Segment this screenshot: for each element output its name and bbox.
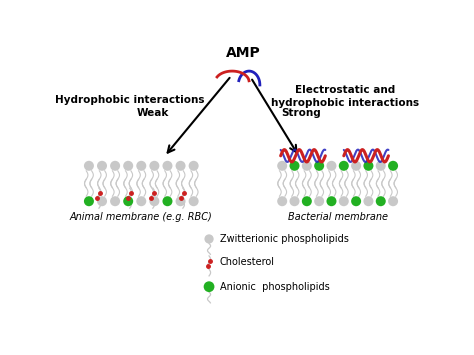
Text: Bacterial membrane: Bacterial membrane [288,212,388,222]
Circle shape [314,161,324,171]
Text: AMP: AMP [226,46,260,60]
Circle shape [123,161,133,171]
Text: Anionic  phospholipids: Anionic phospholipids [220,282,329,292]
Circle shape [175,161,185,171]
Circle shape [149,161,159,171]
Circle shape [137,196,146,206]
Circle shape [97,161,107,171]
Circle shape [189,161,199,171]
Circle shape [163,196,173,206]
Text: Animal membrane (e.g. RBC): Animal membrane (e.g. RBC) [70,212,213,222]
Circle shape [110,196,120,206]
Circle shape [364,196,374,206]
Circle shape [149,196,159,206]
Circle shape [327,196,337,206]
Circle shape [175,196,185,206]
Circle shape [376,161,386,171]
Text: Cholesterol: Cholesterol [220,257,275,267]
Circle shape [110,161,120,171]
Text: Strong: Strong [281,108,320,118]
Circle shape [163,161,173,171]
Circle shape [388,161,398,171]
Circle shape [314,196,324,206]
Circle shape [84,196,94,206]
Circle shape [339,161,349,171]
Text: Weak: Weak [137,108,169,119]
Circle shape [84,161,94,171]
Circle shape [204,281,214,292]
Circle shape [327,161,337,171]
Circle shape [290,161,300,171]
Text: Hydrophobic interactions: Hydrophobic interactions [55,95,204,105]
Circle shape [339,196,349,206]
Circle shape [302,161,312,171]
Circle shape [351,161,361,171]
Circle shape [137,161,146,171]
Circle shape [204,234,214,244]
Text: Zwitterionic phospholipids: Zwitterionic phospholipids [220,234,349,244]
Circle shape [376,196,386,206]
Circle shape [351,196,361,206]
Text: Electrostatic and
hydrophobic interactions: Electrostatic and hydrophobic interactio… [271,85,419,108]
Circle shape [123,196,133,206]
Circle shape [290,196,300,206]
Circle shape [277,161,287,171]
Circle shape [97,196,107,206]
Circle shape [388,196,398,206]
Circle shape [364,161,374,171]
Circle shape [189,196,199,206]
Circle shape [277,196,287,206]
Circle shape [302,196,312,206]
